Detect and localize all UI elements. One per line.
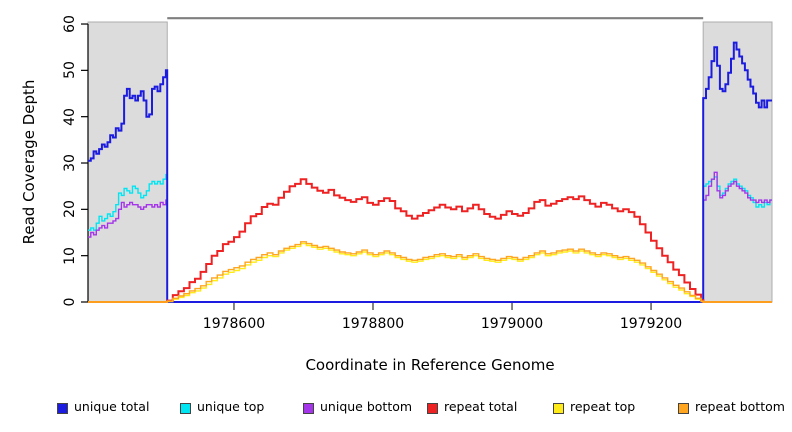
legend-label: repeat total <box>444 399 518 414</box>
legend-label: repeat top <box>570 399 636 414</box>
y-tick-label: 30 <box>62 154 78 172</box>
y-tick-label: 0 <box>62 297 78 307</box>
x-tick-label: 1978600 <box>202 316 266 332</box>
y-tick-label: 10 <box>62 246 78 265</box>
legend-label: unique total <box>74 399 150 414</box>
series-unique-bottom <box>88 171 772 303</box>
x-tick-label: 1979000 <box>480 316 544 332</box>
shaded-region-right <box>702 21 773 303</box>
legend-label: repeat bottom <box>695 399 785 414</box>
shaded-region-left <box>87 21 168 303</box>
legend-swatch-icon <box>678 403 689 414</box>
legend-swatch-icon <box>180 403 191 414</box>
y-axis-title: Read Coverage Depth <box>20 79 38 245</box>
x-tick-label: 1978800 <box>341 316 405 332</box>
legend-swatch-icon <box>303 403 314 414</box>
legend-swatch-icon <box>427 403 438 414</box>
y-tick-label: 60 <box>62 15 78 33</box>
series-repeat-bottom <box>88 241 772 303</box>
series-repeat-top <box>88 242 772 303</box>
x-axis-title: Coordinate in Reference Genome <box>305 356 555 374</box>
x-tick-label: 1979200 <box>619 316 683 332</box>
legend-label: unique bottom <box>320 399 413 414</box>
y-tick-label: 50 <box>62 61 78 80</box>
series-unique-total <box>88 41 772 303</box>
legend-swatch-icon <box>57 403 68 414</box>
series-repeat-total <box>88 178 772 303</box>
legend-swatch-icon <box>553 403 564 414</box>
y-tick-label: 20 <box>62 200 78 219</box>
legend-label: unique top <box>197 399 265 414</box>
y-tick-label: 40 <box>62 107 78 126</box>
series-unique-top <box>88 173 772 303</box>
